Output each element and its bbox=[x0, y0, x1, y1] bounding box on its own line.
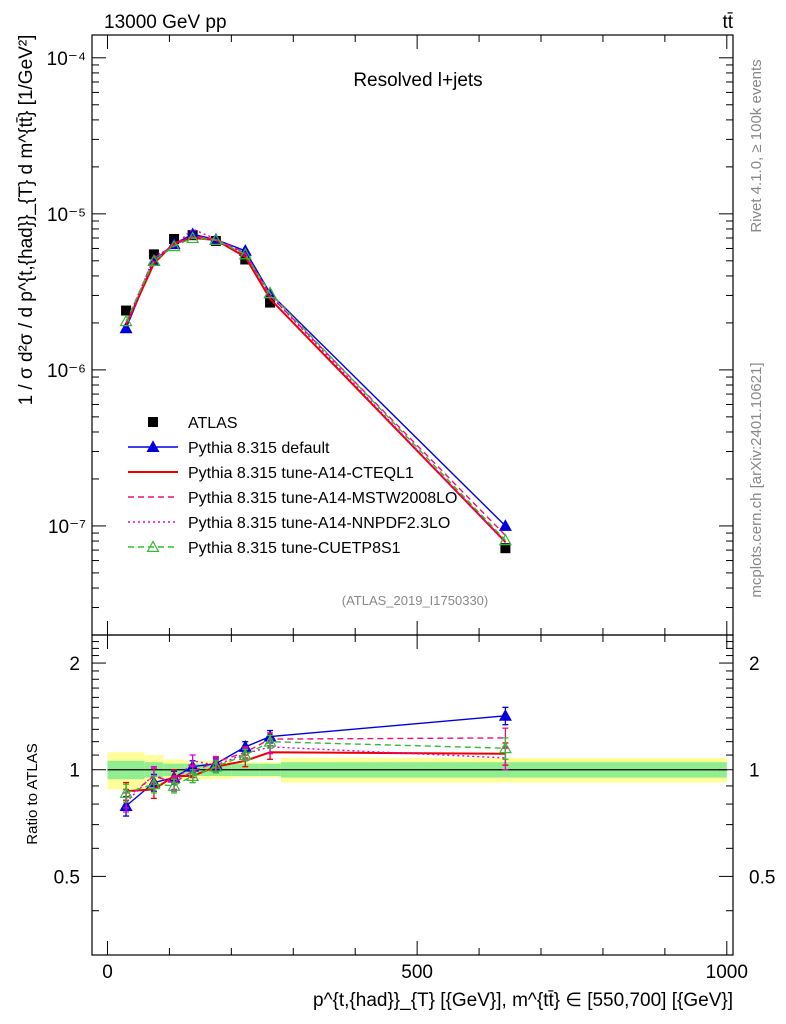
series-1 bbox=[119, 227, 512, 531]
ratio-y-tick-label-right: 2 bbox=[749, 654, 760, 675]
series-5 bbox=[119, 231, 512, 546]
ratio-y-axis-label: Ratio to ATLAS bbox=[24, 743, 41, 844]
ratio-plot-frame bbox=[91, 634, 734, 956]
data-point bbox=[119, 314, 133, 327]
data-point bbox=[186, 231, 200, 244]
ratio-y-tick-label-right: 0.5 bbox=[749, 867, 775, 888]
legend-entry: ATLAS bbox=[188, 415, 238, 432]
series-line bbox=[125, 237, 506, 541]
mcplots-label: mcplots.cern.ch [arXiv:2401.10621] bbox=[748, 362, 765, 597]
data-point bbox=[265, 297, 276, 308]
ratio-point bbox=[186, 769, 200, 782]
ratio-plot-panel: 0.5 0.5 1 1 2 2 0 500 1000 Ratio to ATLAS p^{t,{… bbox=[24, 634, 775, 1011]
x-tick-label: 0 bbox=[102, 962, 113, 983]
data-point bbox=[121, 305, 132, 316]
legend-entry: Pythia 8.315 default bbox=[188, 440, 330, 457]
ratio-line bbox=[125, 737, 506, 799]
ratio-y-tick-label-right: 1 bbox=[749, 761, 760, 782]
x-axis-label: p^{t,{had}}_{T} [{GeV}], m^{tt̄} ∈ [550,… bbox=[313, 990, 733, 1011]
main-y-tick-label: 10⁻⁴ bbox=[47, 49, 86, 70]
data-point bbox=[500, 543, 511, 554]
legend-entry: Pythia 8.315 tune-A14-CTEQL1 bbox=[188, 465, 414, 482]
data-point bbox=[498, 519, 512, 531]
data-point bbox=[209, 233, 223, 245]
ratio-point bbox=[119, 786, 133, 798]
data-point bbox=[147, 254, 161, 266]
ratio-point bbox=[238, 748, 252, 761]
ratio-point bbox=[498, 709, 512, 721]
process-label: tt̄ bbox=[722, 12, 733, 33]
rivet-label: Rivet 4.1.0, ≥ 100k events bbox=[748, 59, 765, 232]
legend-entry: Pythia 8.315 tune-CUETP8S1 bbox=[188, 540, 401, 557]
main-y-axis-label: 1 / σ d²σ / d p^{t,{had}}_{T} d m^{tt̄} … bbox=[16, 35, 37, 406]
legend: ATLAS Pythia 8.315 default Pythia 8.315 tu… bbox=[128, 415, 457, 557]
series-line bbox=[125, 228, 506, 544]
ratio-y-tick-label-left: 2 bbox=[69, 654, 80, 675]
ratio-y-tick-label-left: 0.5 bbox=[54, 867, 80, 888]
main-y-tick-label: 10⁻⁶ bbox=[47, 361, 86, 382]
legend-marker bbox=[148, 417, 158, 427]
ratio-y-tick-label-left: 1 bbox=[69, 761, 80, 782]
ratio-series-4 bbox=[119, 734, 512, 803]
legend-entry: Pythia 8.315 tune-A14-NNPDF2.3LO bbox=[188, 515, 450, 532]
analysis-tag: (ATLAS_2019_I1750330) bbox=[342, 593, 488, 608]
data-point bbox=[119, 321, 133, 334]
data-point bbox=[498, 533, 512, 546]
x-tick-label: 500 bbox=[401, 962, 433, 983]
series-4 bbox=[125, 228, 506, 544]
plot-title: Resolved l+jets bbox=[353, 70, 482, 91]
x-tick-label: 1000 bbox=[706, 962, 748, 983]
data-point bbox=[167, 239, 181, 252]
data-point bbox=[263, 286, 277, 299]
ratio-point bbox=[147, 777, 161, 790]
ratio-point bbox=[167, 779, 181, 791]
legend-marker bbox=[146, 540, 160, 553]
main-plot-panel: 10⁻⁴ 10⁻⁵ 10⁻⁶ 10⁻⁷ Resolved l+jets (ATLAS_… bbox=[16, 34, 734, 636]
data-point bbox=[238, 247, 252, 260]
main-y-tick-label: 10⁻⁵ bbox=[47, 205, 86, 226]
ratio-point bbox=[263, 734, 277, 747]
legend-entry: Pythia 8.315 tune-A14-MSTW2008LO bbox=[188, 490, 457, 507]
ratio-point bbox=[209, 759, 223, 772]
ratio-point bbox=[498, 741, 512, 754]
energy-label: 13000 GeV pp bbox=[104, 12, 227, 33]
legend-marker bbox=[146, 440, 160, 452]
data-point bbox=[240, 254, 251, 265]
main-y-tick-label: 10⁻⁷ bbox=[48, 517, 86, 538]
